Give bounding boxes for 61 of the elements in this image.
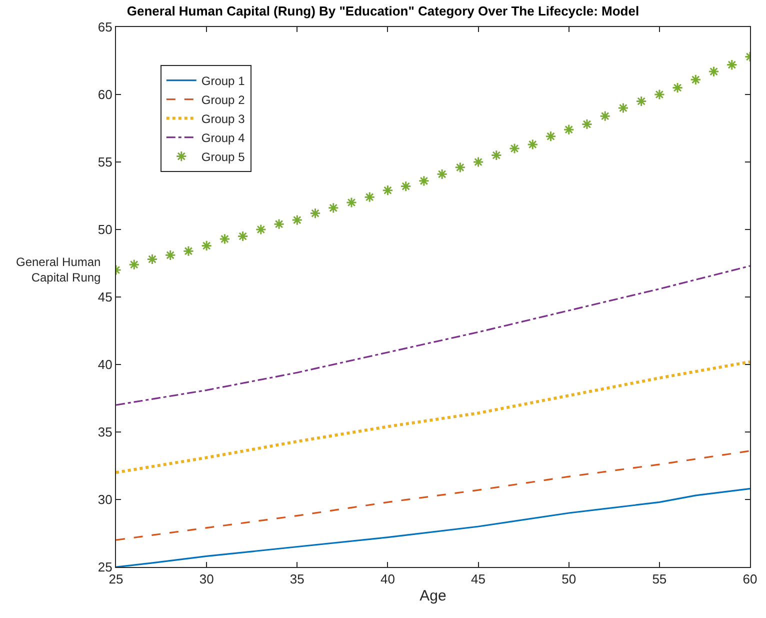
point: [364, 192, 376, 203]
point: [382, 184, 394, 196]
x-tick-label: 60: [742, 572, 758, 587]
point: [581, 118, 593, 130]
point: [418, 175, 430, 186]
y-tick-label: 35: [98, 424, 112, 440]
point: [310, 208, 321, 219]
x-tick-label: 50: [562, 572, 576, 587]
x-tick-label: 55: [652, 572, 667, 587]
line-series: [116, 360, 750, 474]
point: [618, 102, 629, 114]
point: [273, 218, 285, 230]
point: [600, 110, 611, 122]
point: [527, 138, 538, 150]
point: [436, 168, 448, 180]
point: [146, 254, 158, 265]
chart-title: General Human Capital (Rung) By "Education" Category Over The Lifecycle: Model: [126, 3, 640, 18]
legend-label: Group 5: [201, 150, 246, 164]
point: [545, 130, 556, 142]
y-axis-title: General Human Capital Rung: [16, 255, 101, 285]
point: [128, 259, 140, 270]
point: [672, 82, 684, 94]
y-tick-label: 55: [98, 154, 112, 170]
legend-label: Group 2: [201, 92, 246, 107]
x-tick-label: 45: [471, 572, 486, 587]
line-series: [116, 488, 750, 567]
legend-label: Group 4: [201, 130, 246, 145]
point: [654, 88, 665, 100]
point: [454, 162, 466, 173]
point: [708, 66, 720, 78]
y-tick-label: 50: [98, 222, 112, 238]
point: [219, 233, 230, 244]
point: [472, 156, 484, 168]
point: [726, 59, 738, 70]
y-tick-label: 40: [98, 357, 112, 372]
point: [255, 224, 266, 236]
line-series: [116, 450, 750, 541]
x-tick-label: 30: [199, 572, 214, 587]
point: [346, 196, 358, 208]
legend-label: Group 3: [201, 112, 246, 126]
point: [563, 124, 574, 136]
point: [490, 150, 502, 161]
point: [636, 96, 647, 107]
legend-label: Group 1: [201, 74, 246, 88]
point: [328, 202, 339, 214]
point: [690, 74, 702, 86]
point: [182, 246, 194, 257]
y-tick-label: 60: [98, 87, 112, 102]
point: [164, 250, 176, 261]
point: [237, 230, 248, 242]
point: [508, 142, 520, 154]
y-tick-label: 30: [98, 492, 112, 508]
x-tick-label: 35: [290, 572, 304, 587]
line-series: [116, 265, 750, 406]
x-tick-label: 40: [380, 572, 395, 587]
y-tick-label: 45: [98, 290, 112, 305]
point: [201, 240, 212, 252]
point: [400, 180, 412, 192]
point: [292, 214, 303, 226]
y-tick-label: 65: [98, 20, 112, 35]
x-axis-title: Age: [420, 588, 446, 605]
